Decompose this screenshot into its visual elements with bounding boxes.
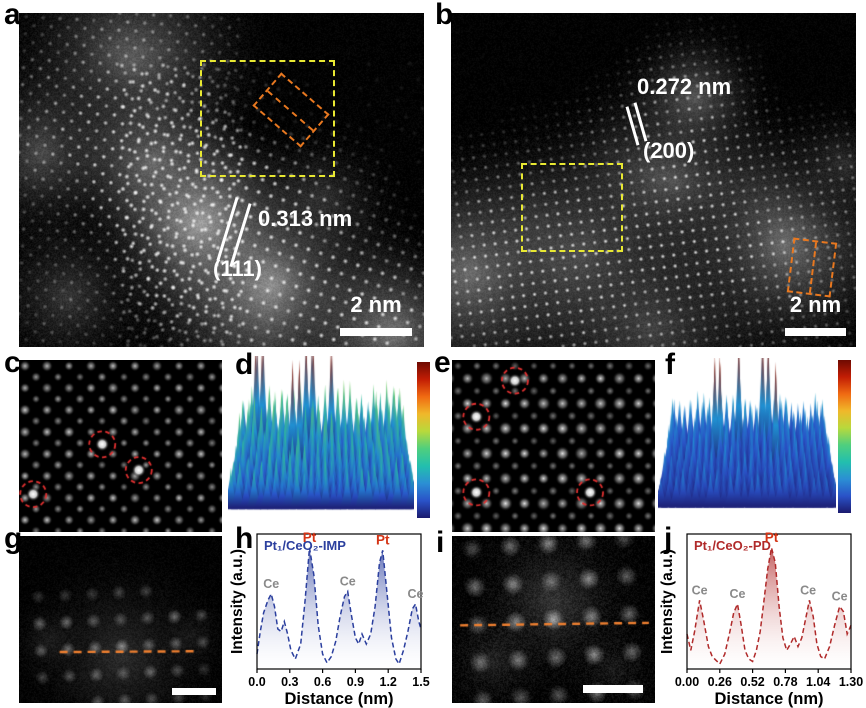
yellow-roi-box-a [200,60,335,177]
intensity-surface-plot-d [228,356,414,528]
yellow-roi-box-b [521,163,623,252]
plane-label-a: (111) [213,256,262,281]
intensity-profile-chart-h: 0.0 0.3 0.6 0.9 1.2 1.5 Distance (nm) Intensity… [230,530,430,708]
plane-label-b: (200) [643,138,695,163]
peak-label-pt: Pt [376,532,390,547]
x-tick-label: 1.04 [806,675,830,689]
scalebar-text-b: 2 nm [789,292,842,317]
y-axis-title: Intensity (a.u.) [660,549,676,654]
peak-label-ce: Ce [800,583,816,597]
peak-label-ce: Ce [832,590,848,604]
peak-label-ce: Ce [340,575,356,589]
panel-label-i: i [436,526,445,559]
x-tick-label: 0.26 [708,675,732,689]
scalebar-g [172,688,216,695]
panel-label-a: a [4,0,21,31]
scalebar-a [340,328,412,336]
x-tick-label: 0.9 [347,675,364,689]
stem-image-i [452,536,655,703]
intensity-surface-plot-f [658,358,836,526]
x-tick-label: 0.6 [314,675,331,689]
peak-label-pt: Pt [765,530,779,545]
profile-curve [686,547,852,666]
orange-unitcell-box-b [786,237,838,298]
x-tick-label: 0.00 [675,675,699,689]
d-spacing-label-b: 0.272 nm [637,74,732,99]
x-axis-title: Distance (nm) [714,690,823,708]
stem-image-g [19,536,222,703]
x-tick-label: 1.5 [412,675,429,689]
panel-label-e: e [434,346,451,379]
peak-label-pt: Pt [303,530,317,545]
simulated-lattice-image-c [19,360,222,532]
x-tick-label: 1.30 [839,675,863,689]
x-tick-label: 0.0 [248,675,265,689]
peak-label-ce: Ce [408,587,424,601]
panel-label-c: c [4,346,21,379]
stem-image-a [19,13,424,347]
unitcell-divider-b [808,242,818,294]
peak-label-ce: Ce [692,583,708,597]
panel-label-g: g [4,522,23,555]
panel-label-f: f [665,348,675,381]
intensity-profile-chart-j: 0.00 0.26 0.52 0.78 1.04 1.30 Distance (nm) Int… [660,530,863,708]
panel-label-b: b [435,0,454,31]
d-spacing-label-a: 0.313 nm [258,206,353,231]
panel-label-d: d [235,348,254,381]
simulated-lattice-image-e [452,360,655,532]
peak-label-ce: Ce [263,577,279,591]
colorbar-f [838,360,851,513]
stem-image-b [451,13,856,347]
plot-frame [256,533,422,670]
x-tick-label: 0.78 [773,675,797,689]
series-title: Pt₁/CeO₂-IMP [264,538,346,553]
x-tick-label: 0.52 [740,675,764,689]
scalebar-i [583,685,643,693]
series-title: Pt₁/CeO₂-PD [694,538,771,553]
y-axis-title: Intensity (a.u.) [230,549,246,654]
scalebar-text-a: 2 nm [350,292,402,317]
panel-label-h: h [235,522,254,555]
scalebar-b [785,328,846,336]
plot-frame [686,533,852,670]
profile-area [687,547,851,669]
x-tick-label: 1.2 [380,675,397,689]
profile-curve [256,547,422,666]
x-tick-label: 0.3 [281,675,298,689]
peak-label-ce: Ce [729,587,745,601]
panel-label-j: j [664,522,673,555]
unitcell-divider-a [267,90,314,132]
x-axis-title: Distance (nm) [284,690,393,708]
colorbar-d [417,362,430,518]
profile-area [257,547,421,669]
